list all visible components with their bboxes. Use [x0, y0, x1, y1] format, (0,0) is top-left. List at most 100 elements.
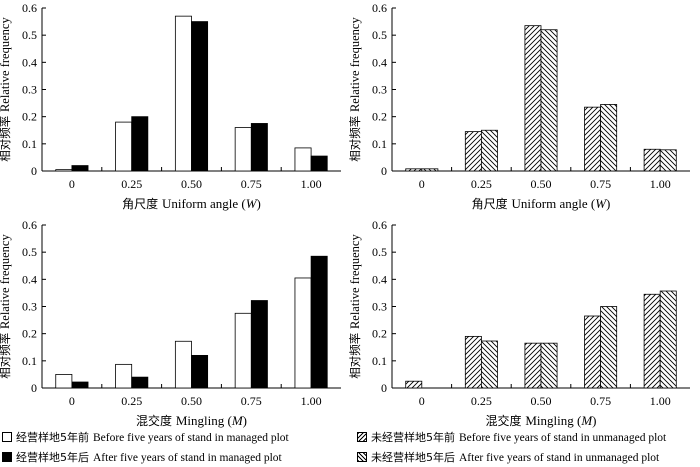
- bar-white: [294, 147, 312, 172]
- x-axis-title: 角尺度 Uniform angle (W): [122, 196, 261, 211]
- x-tick-label: 1.00: [650, 177, 671, 191]
- x-tick-label: 0.25: [121, 177, 142, 191]
- bar-white: [115, 363, 133, 389]
- legend-unmanaged-before: 未经营样地5年前 Before five years of stand in un…: [357, 431, 666, 445]
- y-tick-label: 0.6: [22, 218, 37, 232]
- bar-black: [131, 376, 149, 389]
- x-tick-label: 0: [69, 394, 75, 408]
- bar-white: [234, 127, 252, 172]
- legend-managed-after-cn: 经营样地5年后: [16, 451, 89, 464]
- bar-black: [71, 165, 89, 172]
- bar-hatchR: [659, 149, 677, 172]
- y-tick-label: 0: [381, 381, 387, 395]
- chart-panel-2: 0 0.1 0.2 0.3 0.4 0.5 0.6 0 0.25 0.50 0.75 1.00 角尺度 …: [348, 1, 690, 211]
- chart-panel-3: 0 0.1 0.2 0.3 0.4 0.5 0.6 0 0.25 0.50 0.75 1.00 混交度 …: [0, 218, 341, 428]
- legend-managed-before-cn: 经营样地5年前: [16, 431, 89, 444]
- legend-swatch-black: [2, 452, 12, 462]
- legend-swatch-hatch-left: [357, 432, 367, 442]
- y-tick-label: 0.5: [22, 245, 37, 259]
- bar-white: [174, 340, 192, 389]
- x-tick-label: 0.50: [181, 394, 202, 408]
- y-tick-label: 0: [31, 164, 37, 178]
- bar-hatchL: [524, 25, 542, 172]
- bar-black: [250, 123, 268, 172]
- y-tick-label: 0.5: [22, 28, 37, 42]
- bar-white: [294, 277, 312, 389]
- chart-panel-1: 0 0.1 0.2 0.3 0.4 0.5 0.6 0 0.25 0.50 0.75 1.00 角尺度 …: [0, 1, 341, 211]
- bar-black: [71, 381, 89, 389]
- y-tick-label: 0.3: [22, 83, 37, 97]
- y-axis-title: 相对频率 Relative frequency: [0, 17, 12, 162]
- bar-hatchL: [405, 380, 423, 389]
- x-tick-label: 1.00: [301, 394, 322, 408]
- bar-hatchR: [540, 342, 558, 389]
- x-axis-title: 混交度 Mingling (M): [486, 413, 597, 428]
- y-axis-title: 相对频率 Relative frequency: [348, 234, 362, 379]
- x-tick-label: 0.75: [590, 394, 611, 408]
- x-tick-label: 0.25: [471, 394, 492, 408]
- y-tick-label: 0.3: [372, 300, 387, 314]
- x-tick-label: 0.75: [241, 394, 262, 408]
- bar-hatchR: [480, 340, 498, 389]
- x-tick-label: 0: [419, 394, 425, 408]
- legend-swatch-hatch-right: [357, 452, 367, 462]
- bar-white: [174, 15, 192, 172]
- bar-hatchL: [584, 315, 601, 389]
- bar-black: [250, 300, 268, 389]
- x-axis-title: 角尺度 Uniform angle (W): [472, 196, 611, 211]
- x-tick-label: 0: [419, 177, 425, 191]
- y-tick-label: 0.6: [22, 1, 37, 15]
- y-tick-label: 0.5: [372, 28, 387, 42]
- x-axis-title: 混交度 Mingling (M): [136, 413, 247, 428]
- bar-white: [115, 121, 133, 172]
- chart-panel-4: 0 0.1 0.2 0.3 0.4 0.5 0.6 0 0.25 0.50 0.75 1.00 混交度 …: [348, 218, 690, 428]
- bar-hatchL: [464, 335, 482, 389]
- x-tick-label: 0: [69, 177, 75, 191]
- bar-black: [191, 354, 209, 389]
- legend-managed-after: 经营样地5年后 After five years of stand in mana…: [2, 451, 282, 465]
- legend-managed-before-en: Before five years of stand in managed pl…: [93, 432, 289, 444]
- y-tick-label: 0.3: [22, 300, 37, 314]
- y-tick-label: 0.1: [372, 137, 387, 151]
- legend-unmanaged-before-en: Before five years of stand in unmanaged …: [459, 432, 667, 444]
- bar-hatchL: [643, 293, 661, 389]
- y-tick-label: 0.2: [22, 327, 37, 341]
- y-tick-label: 0.4: [22, 55, 37, 69]
- x-tick-label: 0.25: [471, 177, 492, 191]
- legend-unmanaged-after-cn: 未经营样地5年后: [371, 451, 455, 464]
- y-tick-label: 0.6: [372, 218, 387, 232]
- y-tick-label: 0.5: [372, 245, 387, 259]
- y-tick-label: 0.4: [372, 55, 387, 69]
- y-tick-label: 0: [381, 164, 387, 178]
- bar-hatchL: [464, 131, 482, 172]
- y-tick-label: 0.4: [22, 272, 37, 286]
- bar-hatchL: [584, 106, 601, 172]
- bar-white: [55, 374, 73, 389]
- x-tick-label: 0.75: [241, 177, 262, 191]
- y-axis-title: 相对频率 Relative frequency: [348, 17, 362, 162]
- y-tick-label: 0.2: [372, 110, 387, 124]
- bar-hatchL: [524, 342, 542, 389]
- bar-black: [310, 255, 328, 389]
- legend-unmanaged-after-en: After five years of stand in unmanaged p…: [459, 452, 660, 464]
- y-tick-label: 0.1: [372, 354, 387, 368]
- y-tick-label: 0.1: [22, 137, 37, 151]
- x-tick-label: 0.75: [590, 177, 611, 191]
- y-tick-label: 0: [31, 381, 37, 395]
- bar-black: [310, 155, 328, 172]
- legend-swatch-white: [2, 432, 12, 442]
- y-tick-label: 0.1: [22, 354, 37, 368]
- x-tick-label: 0.50: [531, 394, 552, 408]
- x-tick-label: 0.50: [181, 177, 202, 191]
- bar-hatchR: [540, 29, 558, 172]
- bar-hatchR: [480, 129, 498, 172]
- bar-hatchL: [643, 148, 661, 172]
- legend-managed-after-en: After five years of stand in managed plo…: [93, 452, 282, 464]
- y-tick-label: 0.2: [372, 327, 387, 341]
- x-tick-label: 1.00: [301, 177, 322, 191]
- bar-hatchR: [421, 168, 439, 172]
- y-axis-title: 相对频率 Relative frequency: [0, 234, 12, 379]
- y-tick-label: 0.4: [372, 272, 387, 286]
- legend-managed-before: 经营样地5年前 Before five years of stand in man…: [2, 431, 289, 445]
